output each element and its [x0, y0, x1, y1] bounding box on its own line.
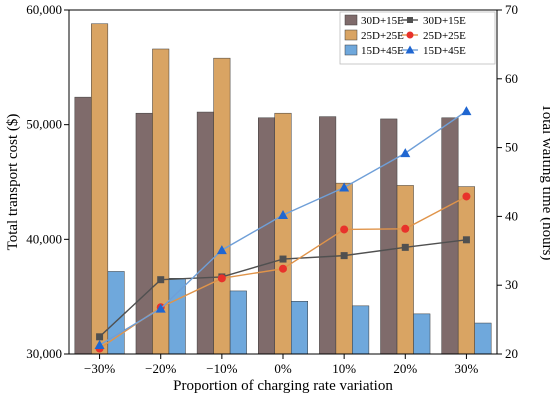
x-tick-label: −20% [145, 361, 176, 376]
bar [352, 305, 370, 355]
bar [168, 278, 186, 355]
bar [196, 111, 214, 355]
x-tick-label: −30% [84, 361, 115, 376]
bar [441, 117, 459, 355]
bar [213, 57, 231, 355]
line-point [462, 236, 470, 244]
x-tick-label: 10% [332, 361, 356, 376]
y-left-tick-label: 60,000 [26, 2, 62, 17]
legend-line-label: 15D+45E [423, 45, 466, 57]
legend-marker [406, 31, 414, 39]
legend-line-label: 30D+15E [423, 15, 466, 27]
y-axis-right-title: Total waiting time (hours) [539, 104, 550, 261]
y-right-tick-label: 40 [505, 208, 518, 223]
line-point [339, 182, 350, 192]
legend-bar-swatch [344, 44, 358, 56]
bar [335, 182, 353, 355]
legend-bar-label: 25D+25E [361, 30, 404, 42]
line-point [462, 192, 471, 201]
line-point [401, 243, 409, 251]
y-right-tick-label: 20 [505, 346, 518, 361]
legend-bar-label: 30D+15E [361, 15, 404, 27]
y-right-tick-label: 50 [505, 140, 518, 155]
line-point [216, 245, 227, 255]
legend-line-label: 25D+25E [423, 30, 466, 42]
left-axis: 30,000 40,000 50,000 60,000 [26, 2, 69, 361]
right-axis: 20 30 40 50 60 70 [497, 2, 518, 361]
legend: 30D+15E 30D+15E 25D+25E 25D+25E 15D+45E 15D+4… [339, 11, 496, 65]
x-tick-label: 30% [455, 361, 479, 376]
line-layer [94, 106, 472, 353]
y-axis-left-title: Total transport cost ($) [5, 114, 21, 251]
bar [291, 301, 308, 355]
x-tick-label: 20% [393, 361, 417, 376]
legend-marker [405, 45, 415, 54]
line-point [278, 210, 288, 220]
legend-marker [407, 17, 413, 23]
y-left-tick-label: 50,000 [26, 117, 62, 132]
bar [258, 117, 275, 355]
bar-layer [74, 23, 492, 355]
bar [319, 116, 337, 355]
line-point [155, 303, 166, 313]
bar [274, 112, 292, 355]
bar [91, 23, 109, 355]
line-point [279, 264, 287, 273]
bottom-axis: −30% −20% −10% 0% 10% 20% 30% [84, 354, 479, 376]
line-point [461, 106, 472, 116]
y-left-tick-label: 30,000 [26, 346, 62, 361]
y-right-tick-label: 70 [505, 2, 518, 17]
line-point [401, 224, 410, 233]
y-right-tick-label: 30 [505, 277, 518, 292]
x-axis-title: Proportion of charging rate variation [173, 378, 393, 394]
y-left-tick-label: 40,000 [26, 231, 62, 246]
line-point [340, 252, 348, 260]
bar [396, 185, 414, 355]
line-point [400, 148, 411, 158]
y-right-tick-label: 60 [505, 71, 518, 86]
line-point [94, 340, 105, 350]
legend-bar-swatch [344, 29, 358, 41]
legend-bar-swatch [344, 14, 358, 26]
line-point [279, 255, 287, 263]
x-tick-label: 0% [274, 361, 292, 376]
bar [413, 313, 431, 355]
bar [74, 96, 92, 355]
bar [380, 118, 398, 355]
bar [474, 322, 492, 355]
line-point [157, 276, 165, 284]
bar [457, 186, 475, 355]
bar [229, 290, 247, 355]
line-point [340, 225, 349, 234]
line-point [96, 333, 104, 341]
x-tick-label: −10% [206, 361, 237, 376]
legend-bar-label: 15D+45E [361, 45, 404, 57]
line-point [217, 274, 226, 283]
